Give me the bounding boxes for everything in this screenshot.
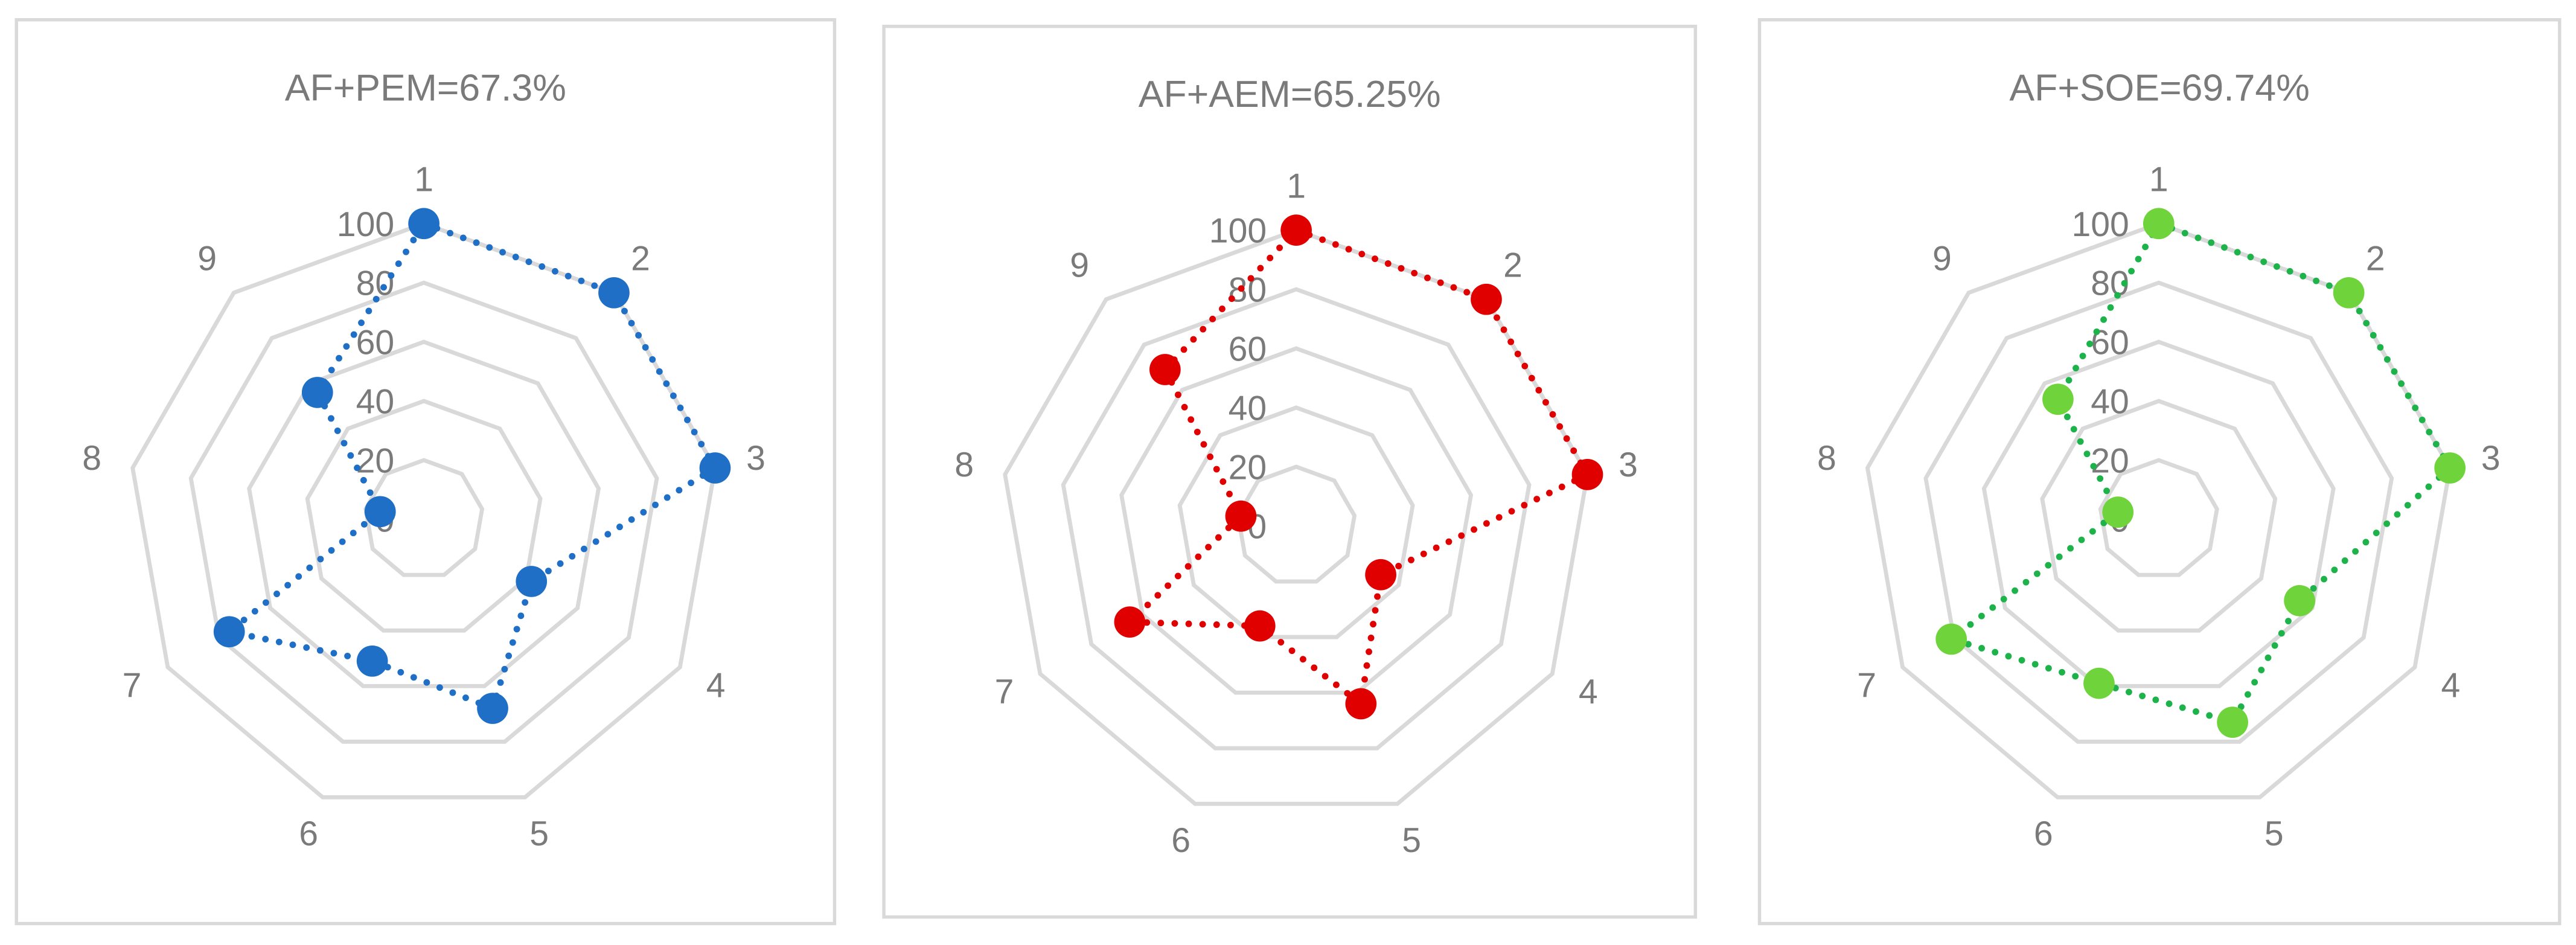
category-label: 3 xyxy=(746,439,765,478)
chart-title: AF+SOE=69.74% xyxy=(2009,66,2309,109)
y-tick-label: 40 xyxy=(1229,389,1267,428)
data-point xyxy=(2284,585,2315,617)
series-line xyxy=(1944,219,2455,726)
category-label: 1 xyxy=(414,161,433,199)
chart-title: AF+AEM=65.25% xyxy=(1139,73,1441,115)
data-point xyxy=(1345,688,1377,720)
category-label: 9 xyxy=(1932,239,1952,278)
grid-ring xyxy=(305,399,543,633)
category-label: 8 xyxy=(954,446,974,484)
data-point xyxy=(2217,706,2248,738)
data-point xyxy=(2333,277,2365,309)
panel-border xyxy=(1757,18,2562,926)
category-label: 5 xyxy=(2264,815,2284,853)
category-label: 9 xyxy=(1070,246,1089,284)
grid-ring xyxy=(1865,221,2452,799)
category-label: 9 xyxy=(197,239,217,278)
data-point xyxy=(1244,610,1276,642)
category-label: 7 xyxy=(995,673,1014,711)
data-point xyxy=(1114,606,1146,638)
y-tick-label: 100 xyxy=(337,205,394,244)
data-point xyxy=(1935,623,1967,655)
category-label: 8 xyxy=(82,439,101,478)
category-label: 5 xyxy=(529,815,549,853)
category-label: 6 xyxy=(1171,821,1191,860)
category-label: 8 xyxy=(1817,439,1836,478)
data-point xyxy=(699,452,731,484)
data-point xyxy=(408,208,439,240)
category-label: 5 xyxy=(1402,821,1421,860)
data-point xyxy=(2083,667,2115,699)
data-point xyxy=(2102,496,2134,528)
y-tick-label: 100 xyxy=(1209,212,1267,251)
category-label: 4 xyxy=(1579,673,1598,711)
y-tick-label: 40 xyxy=(2091,383,2129,421)
category-label: 6 xyxy=(299,815,318,853)
category-label: 6 xyxy=(2034,815,2053,853)
data-point xyxy=(1225,500,1257,532)
category-label: 4 xyxy=(2441,666,2460,705)
y-tick-label: 60 xyxy=(356,324,395,362)
grid-ring xyxy=(247,339,601,688)
data-point xyxy=(2434,452,2466,484)
category-label: 4 xyxy=(706,666,726,705)
data-point xyxy=(2143,208,2175,240)
y-tick-label: 40 xyxy=(356,383,395,421)
data-point xyxy=(1365,559,1396,591)
category-label: 1 xyxy=(2149,161,2169,199)
data-point xyxy=(477,693,508,724)
y-tick-label: 100 xyxy=(2071,205,2129,244)
category-label: 3 xyxy=(1619,446,1638,484)
grid-ring xyxy=(1061,287,1532,751)
panel-border xyxy=(14,18,837,926)
data-point xyxy=(364,496,396,528)
grid-ring xyxy=(2098,458,2219,577)
grid-ring xyxy=(363,458,485,577)
grid-ring xyxy=(2040,399,2278,633)
category-label: 1 xyxy=(1286,167,1306,206)
data-point xyxy=(1149,354,1181,385)
grid-ring xyxy=(1119,346,1474,695)
category-label: 7 xyxy=(1857,666,1876,705)
grid-ring xyxy=(1236,464,1357,584)
category-label: 2 xyxy=(1503,246,1523,284)
data-point xyxy=(356,645,388,677)
grid-ring xyxy=(1981,339,2336,688)
category-label: 7 xyxy=(123,666,142,705)
category-label: 3 xyxy=(2481,439,2501,478)
data-point xyxy=(301,377,333,408)
panel-border xyxy=(882,24,1698,919)
data-point xyxy=(516,566,548,597)
series-line xyxy=(1122,226,1593,710)
category-label: 2 xyxy=(631,239,650,278)
data-point xyxy=(598,277,630,309)
y-tick-label: 20 xyxy=(356,442,395,481)
grid-ring xyxy=(1003,228,1590,806)
data-point xyxy=(1571,459,1603,490)
y-tick-label: 60 xyxy=(1229,330,1267,369)
y-tick-label: 20 xyxy=(1229,449,1267,487)
chart-title: AF+PEM=67.3% xyxy=(285,66,566,109)
category-label: 2 xyxy=(2366,239,2385,278)
y-tick-label: 80 xyxy=(1229,271,1267,310)
grid-ring xyxy=(1923,280,2394,744)
y-tick-label: 20 xyxy=(2091,442,2129,481)
grid-ring xyxy=(1177,405,1415,639)
grid-ring xyxy=(188,280,659,744)
grid-ring xyxy=(130,221,718,799)
data-point xyxy=(1471,283,1502,315)
data-point xyxy=(2042,383,2074,415)
data-point xyxy=(213,616,245,648)
data-point xyxy=(1280,214,1312,246)
